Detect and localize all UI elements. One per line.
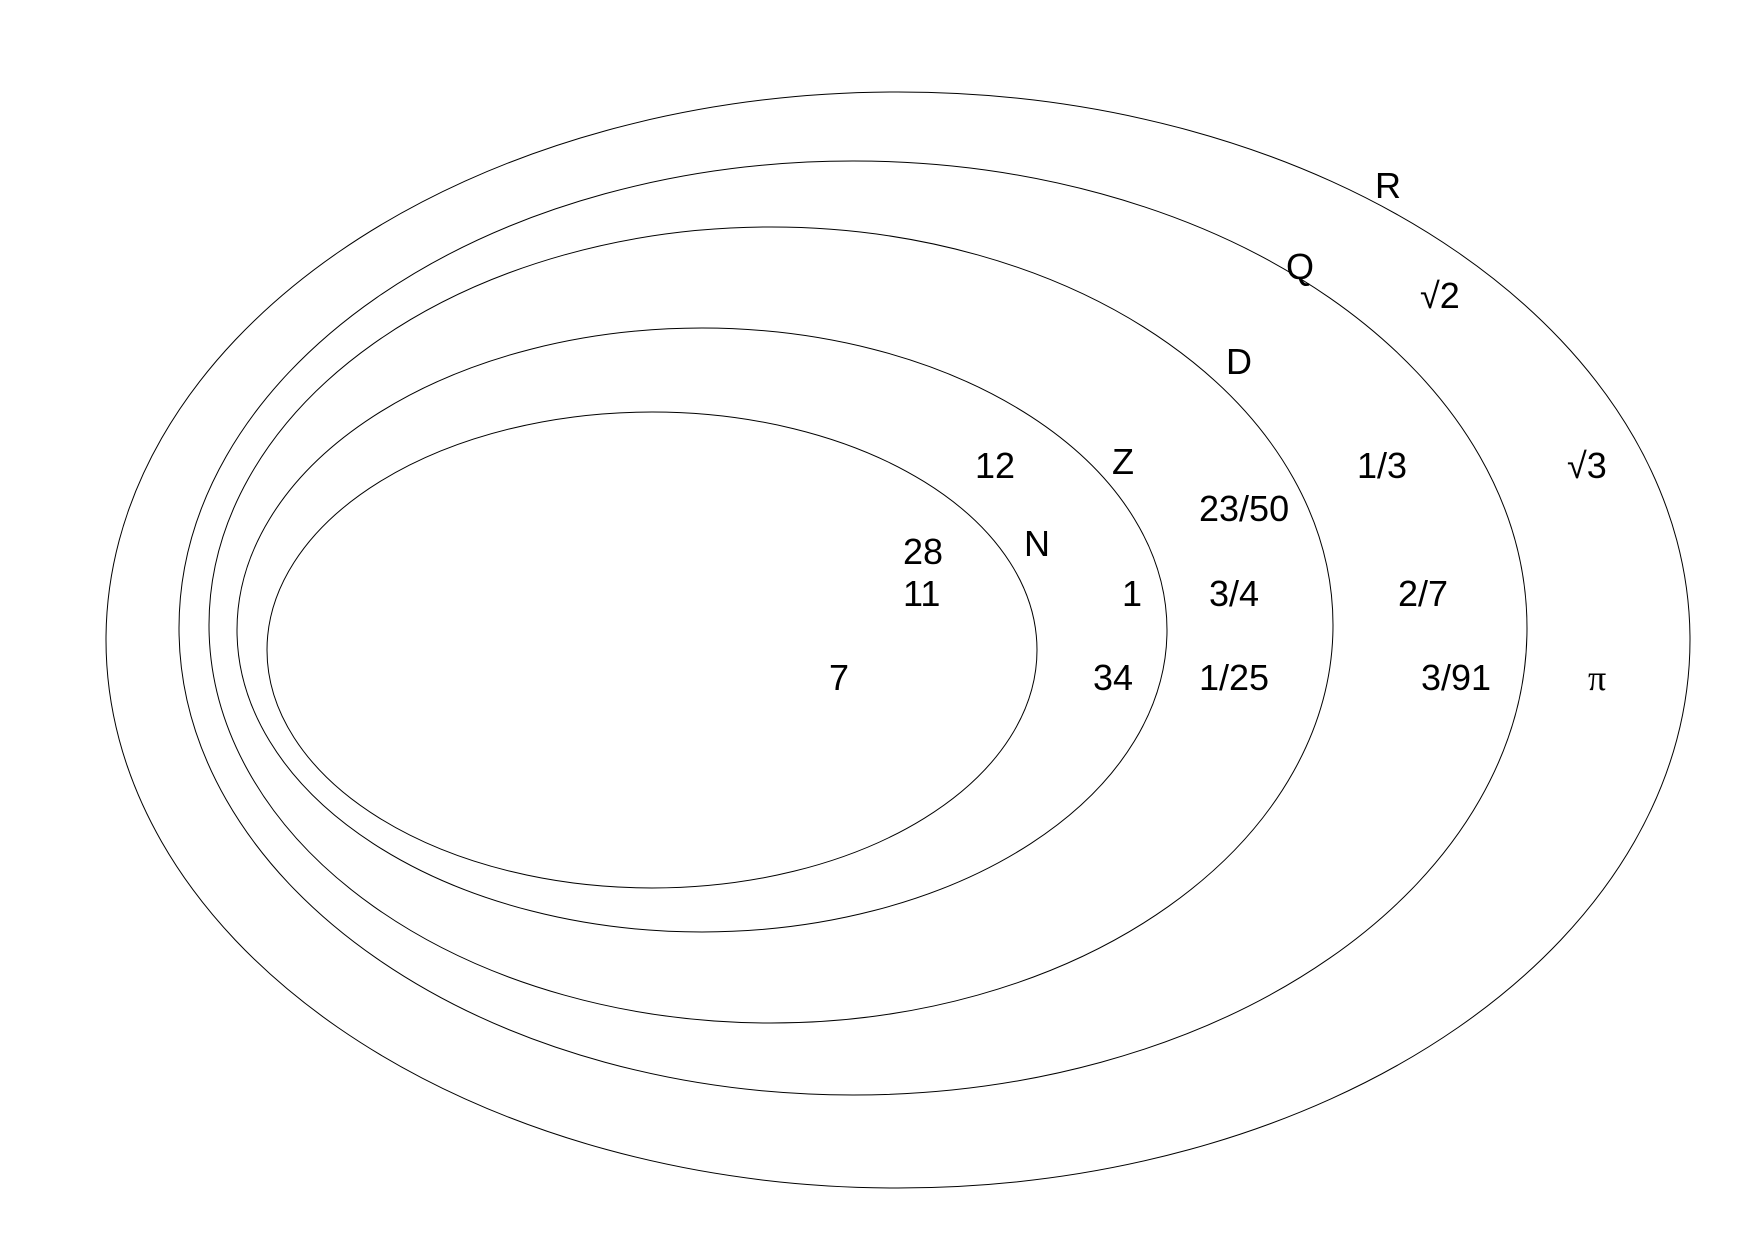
- set-label-z: Z: [1112, 441, 1134, 482]
- element-11: 11: [903, 573, 940, 614]
- element-sqrt2: √2: [1420, 275, 1460, 316]
- set-label-r: R: [1375, 165, 1401, 206]
- element-sqrt3: √3: [1567, 445, 1607, 486]
- element-2-7: 2/7: [1398, 573, 1448, 614]
- element-34: 34: [1093, 657, 1133, 698]
- element-28: 28: [903, 531, 943, 572]
- element-1-3: 1/3: [1357, 445, 1407, 486]
- set-q-boundary: [178, 160, 1528, 1096]
- set-n-boundary: [266, 411, 1038, 889]
- set-z-boundary: [236, 327, 1168, 933]
- element-3-4: 3/4: [1209, 573, 1259, 614]
- element-1: 1: [1122, 573, 1142, 614]
- set-label-n: N: [1024, 523, 1050, 564]
- set-d-boundary: [208, 226, 1334, 1024]
- element-12: 12: [975, 445, 1015, 486]
- set-label-q: Q: [1286, 246, 1314, 287]
- element-7: 7: [829, 657, 849, 698]
- set-r-boundary: [105, 91, 1691, 1189]
- element-23-50: 23/50: [1199, 488, 1289, 529]
- element-1-25: 1/25: [1199, 657, 1269, 698]
- element-pi: π: [1588, 658, 1606, 698]
- set-label-d: D: [1226, 341, 1252, 382]
- element-3-91: 3/91: [1421, 657, 1491, 698]
